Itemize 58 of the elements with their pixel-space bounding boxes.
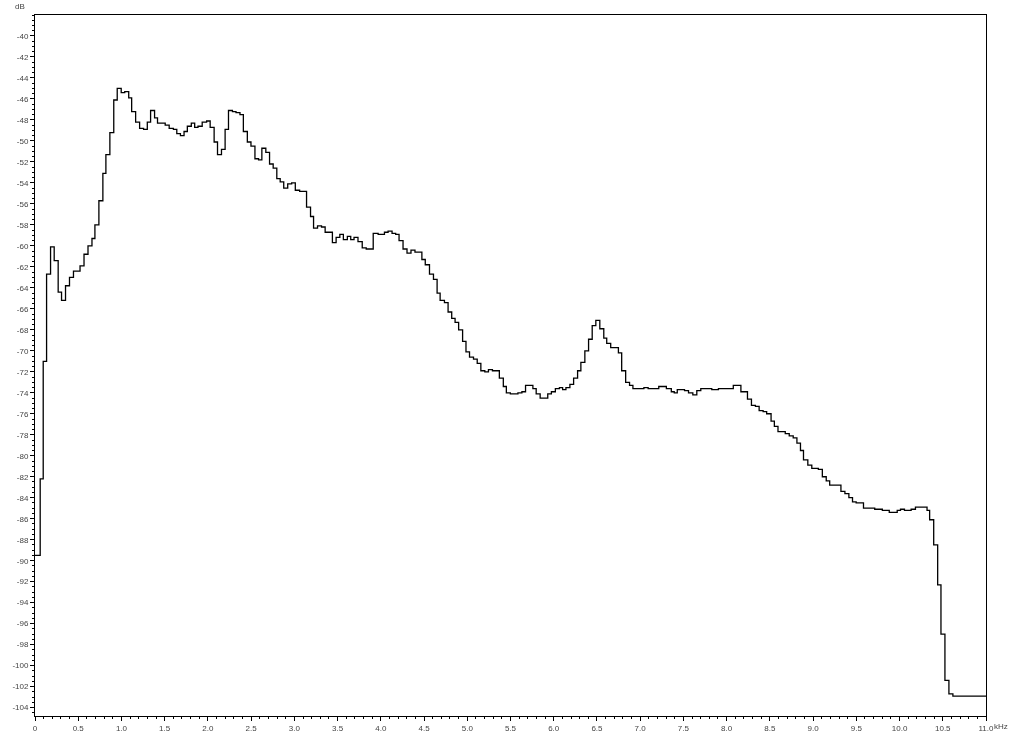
y-tick-label: -70 [16,346,29,356]
x-tick-label: 10.0 [891,723,908,733]
y-tick-label: -96 [16,619,29,629]
x-tick-label: 6.5 [591,723,604,733]
y-tick-label: -44 [16,73,29,83]
x-tick-label: 3.5 [332,723,344,733]
y-tick-label: -74 [16,388,29,398]
y-tick-label: -82 [16,472,29,482]
y-tick-label: -58 [16,220,29,230]
x-tick-label: 8.5 [764,723,776,733]
y-tick-label: -52 [16,157,29,167]
y-tick-label: -84 [16,493,29,503]
y-tick-label: -56 [16,199,29,209]
y-tick-label: -80 [16,451,29,461]
y-tick-label: -76 [16,409,29,419]
x-tick-label: 6.0 [548,723,560,733]
y-tick-label: -72 [16,367,29,377]
y-tick-label: -40 [16,31,29,41]
x-tick-label: 7.0 [634,723,647,733]
x-tick-label: 2.5 [245,723,258,733]
y-tick-label: -54 [16,178,29,188]
x-tick-label: 1.5 [159,723,171,733]
y-tick-label: -68 [16,325,29,335]
y-tick-label: -48 [16,115,29,125]
y-tick-label: -78 [16,430,29,440]
y-tick-label: -94 [16,598,29,608]
x-tick-label: 5.0 [461,723,474,733]
y-tick-label: -102 [12,682,29,692]
y-tick-label: -60 [16,241,29,251]
x-tick-label: 5.5 [504,723,517,733]
x-tick-label: 4.0 [375,723,387,733]
x-tick-label: 9.5 [850,723,863,733]
x-axis-title: kHz [994,722,1008,731]
y-tick-label: -86 [16,514,29,524]
x-tick-label: 0 [32,723,38,733]
y-tick-label: -90 [16,556,29,566]
y-axis-title: dB [15,2,25,11]
x-tick-label: 2.0 [202,723,215,733]
y-tick-label: -104 [12,703,29,713]
x-tick-label: 1.0 [115,723,128,733]
x-tick-label: 4.5 [418,723,431,733]
y-tick-label: -98 [16,640,29,650]
y-tick-label: -50 [16,136,29,146]
y-tick-label: -88 [16,535,29,545]
y-tick-label: -100 [12,661,29,671]
y-tick-label: -92 [16,577,29,587]
x-tick-label: 10.5 [934,723,952,733]
y-tick-label: -62 [16,262,29,272]
y-tick-label: -42 [16,52,29,62]
y-tick-label: -64 [16,283,29,293]
y-tick-label: -46 [16,94,29,104]
x-tick-label: 11.0 [978,723,995,733]
x-tick-label: 7.5 [677,723,690,733]
x-tick-label: 0.5 [72,723,85,733]
x-tick-label: 3.0 [288,723,301,733]
y-tick-label: -66 [16,304,29,314]
x-tick-label: 9.0 [807,723,820,733]
x-tick-label: 8.0 [721,723,733,733]
